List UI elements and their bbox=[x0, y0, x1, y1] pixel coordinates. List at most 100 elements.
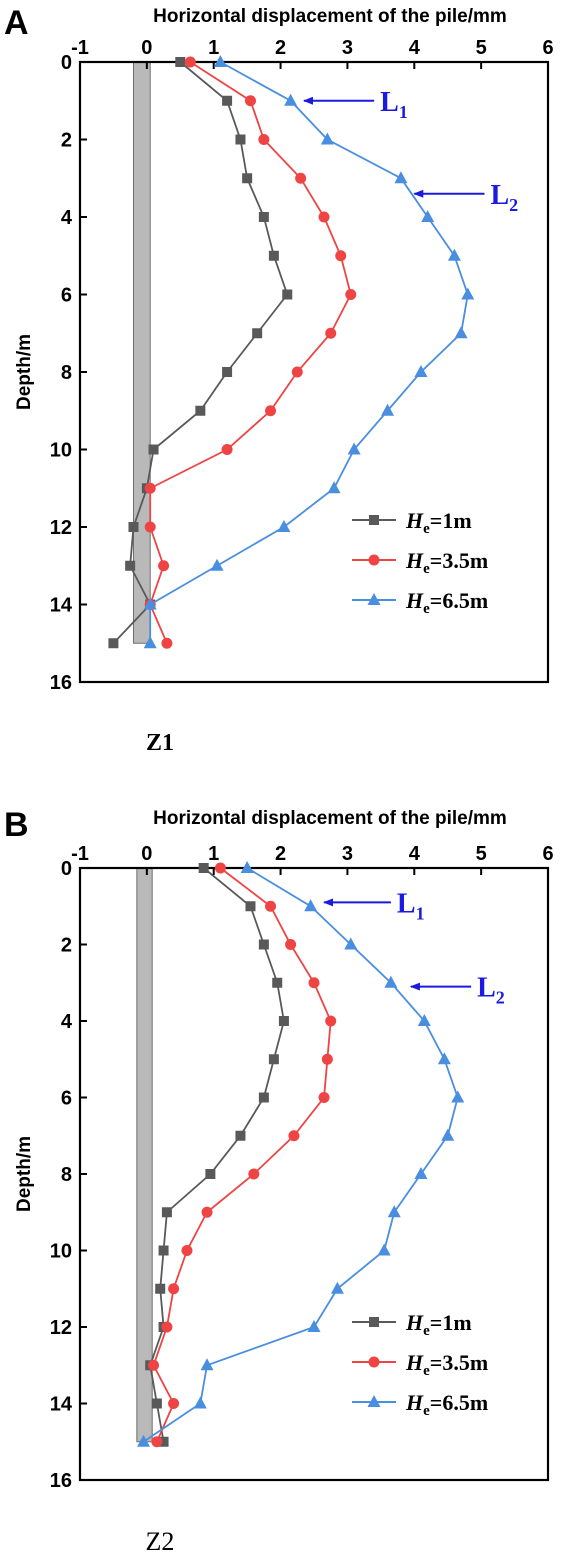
pile-band bbox=[136, 867, 153, 1443]
data-point bbox=[213, 55, 227, 67]
x-tick-label: 1 bbox=[208, 37, 219, 59]
data-point bbox=[368, 554, 380, 566]
data-point bbox=[441, 1128, 455, 1141]
data-point bbox=[181, 1245, 193, 1256]
panel-label: A bbox=[4, 4, 29, 42]
data-point bbox=[384, 975, 398, 988]
x-tick-label: 6 bbox=[542, 37, 553, 59]
x-tick-label: 6 bbox=[542, 843, 553, 865]
data-point bbox=[158, 1436, 169, 1447]
data-point bbox=[158, 560, 170, 572]
x-tick-label: 0 bbox=[141, 37, 152, 59]
data-point bbox=[330, 1281, 344, 1294]
y-tick-label: 4 bbox=[61, 207, 73, 229]
series-line bbox=[149, 867, 285, 1442]
series-circle bbox=[148, 862, 337, 1448]
data-point bbox=[367, 1395, 381, 1407]
data-point bbox=[369, 1317, 379, 1327]
data-point bbox=[184, 56, 196, 68]
data-point bbox=[265, 900, 277, 912]
data-point bbox=[291, 366, 303, 378]
data-point bbox=[244, 95, 256, 107]
series-line bbox=[152, 867, 332, 1443]
data-point bbox=[368, 1356, 380, 1368]
x-tick-label: -1 bbox=[71, 843, 89, 865]
data-point bbox=[320, 132, 334, 145]
data-point bbox=[175, 57, 186, 67]
data-point bbox=[108, 638, 119, 649]
y-tick-label: 16 bbox=[50, 1470, 72, 1492]
data-point bbox=[414, 365, 428, 377]
panel-caption: Z1 bbox=[146, 730, 174, 756]
data-point bbox=[451, 1090, 465, 1103]
data-point bbox=[144, 482, 156, 494]
data-point bbox=[447, 248, 461, 261]
data-point bbox=[304, 899, 318, 912]
x-tick-label: 1 bbox=[208, 843, 219, 865]
legend-label: He=3.5m bbox=[405, 548, 488, 577]
data-point bbox=[222, 95, 233, 106]
data-point bbox=[268, 250, 279, 261]
data-point bbox=[318, 211, 330, 223]
x-tick-label: -1 bbox=[71, 37, 89, 59]
annotation-l1: L1 bbox=[323, 888, 425, 923]
x-tick-label: 5 bbox=[476, 843, 487, 865]
y-tick-label: 2 bbox=[61, 130, 72, 152]
y-tick-label: 0 bbox=[61, 858, 72, 880]
annotation-label: L1 bbox=[397, 888, 425, 923]
data-point bbox=[321, 1053, 333, 1065]
panel-caption: Z2 bbox=[146, 1527, 175, 1556]
series-line bbox=[149, 61, 352, 644]
y-tick-label: 4 bbox=[61, 1011, 73, 1033]
data-point bbox=[200, 1358, 214, 1371]
data-point bbox=[214, 862, 226, 874]
y-tick-label: 16 bbox=[50, 672, 72, 694]
y-tick-label: 12 bbox=[50, 517, 72, 539]
chart-panel-a: A Horizontal displacement of the pile/mm D… bbox=[4, 4, 554, 756]
data-point bbox=[377, 1243, 391, 1256]
data-point bbox=[258, 212, 269, 222]
x-axis-title: Horizontal displacement of the pile/mm bbox=[153, 808, 507, 829]
data-point bbox=[417, 1014, 431, 1026]
x-tick-label: 2 bbox=[275, 843, 286, 865]
data-point bbox=[137, 1434, 151, 1447]
y-tick-label: 6 bbox=[61, 285, 72, 307]
x-axis-title: Horizontal displacement of the pile/mm bbox=[153, 6, 507, 27]
annotation-label: L2 bbox=[490, 180, 518, 215]
data-point bbox=[437, 1052, 451, 1065]
pile-band bbox=[132, 61, 151, 644]
data-point bbox=[195, 405, 206, 416]
x-tick-label: 3 bbox=[342, 37, 353, 59]
data-point bbox=[248, 1168, 260, 1180]
x-tick-label: 0 bbox=[141, 843, 152, 865]
y-tick-label: 0 bbox=[61, 52, 72, 74]
data-point bbox=[278, 1016, 289, 1026]
data-point bbox=[285, 939, 297, 950]
y-tick-label: 14 bbox=[50, 1394, 73, 1416]
legend-label: He=1m bbox=[405, 508, 472, 537]
data-point bbox=[325, 327, 337, 339]
data-point bbox=[168, 1398, 180, 1409]
data-point bbox=[258, 134, 270, 145]
series-triangle bbox=[137, 861, 465, 1447]
x-tick-label: 4 bbox=[409, 843, 421, 865]
data-point bbox=[151, 1436, 163, 1448]
data-point bbox=[387, 1205, 401, 1218]
data-point bbox=[143, 597, 157, 610]
y-axis-title: Depth/m bbox=[14, 1136, 35, 1212]
y-tick-label: 10 bbox=[50, 440, 72, 462]
data-point bbox=[258, 1092, 269, 1103]
data-point bbox=[265, 405, 277, 417]
data-point bbox=[168, 1283, 180, 1295]
data-point bbox=[308, 977, 320, 989]
data-point bbox=[284, 93, 298, 106]
data-point bbox=[461, 287, 475, 300]
y-tick-label: 10 bbox=[50, 1241, 72, 1263]
legend-label: He=3.5m bbox=[405, 1350, 488, 1379]
legend: He=1m He=3.5m He=6.5m bbox=[352, 508, 488, 617]
series-line bbox=[149, 61, 469, 644]
series-line bbox=[112, 61, 289, 644]
data-point bbox=[268, 1054, 279, 1065]
data-point bbox=[148, 1359, 160, 1371]
